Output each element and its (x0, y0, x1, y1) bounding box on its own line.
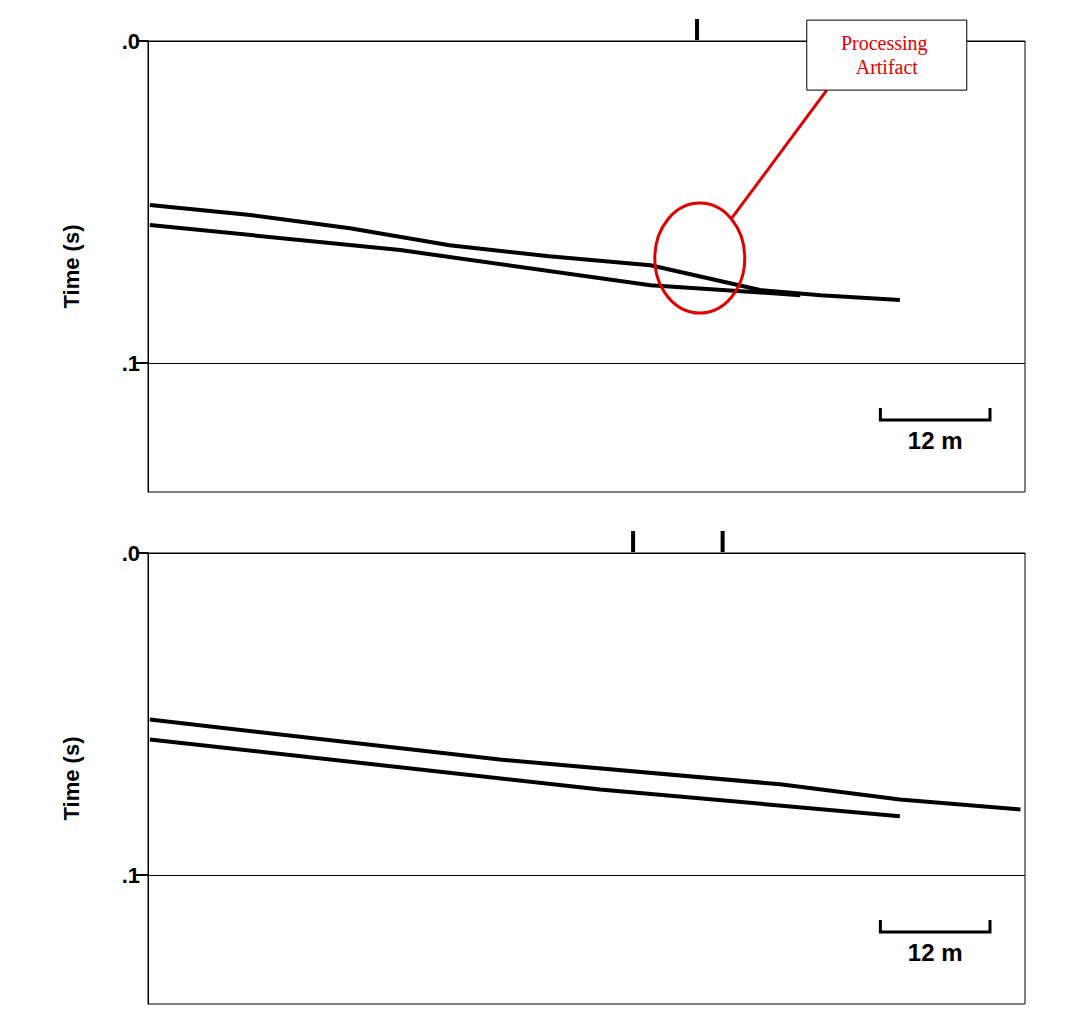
svg-text:Artifact: Artifact (856, 56, 919, 78)
svg-text:Time (s): Time (s) (59, 225, 84, 309)
svg-text:Processing: Processing (841, 32, 933, 55)
svg-text:12 m: 12 m (908, 939, 963, 966)
svg-text:.0: .0 (122, 541, 140, 566)
svg-text:.0: .0 (122, 29, 140, 54)
svg-text:Time (s): Time (s) (59, 737, 84, 821)
svg-text:.1: .1 (122, 351, 140, 376)
svg-text:.1: .1 (122, 863, 140, 888)
svg-text:12 m: 12 m (908, 427, 963, 454)
